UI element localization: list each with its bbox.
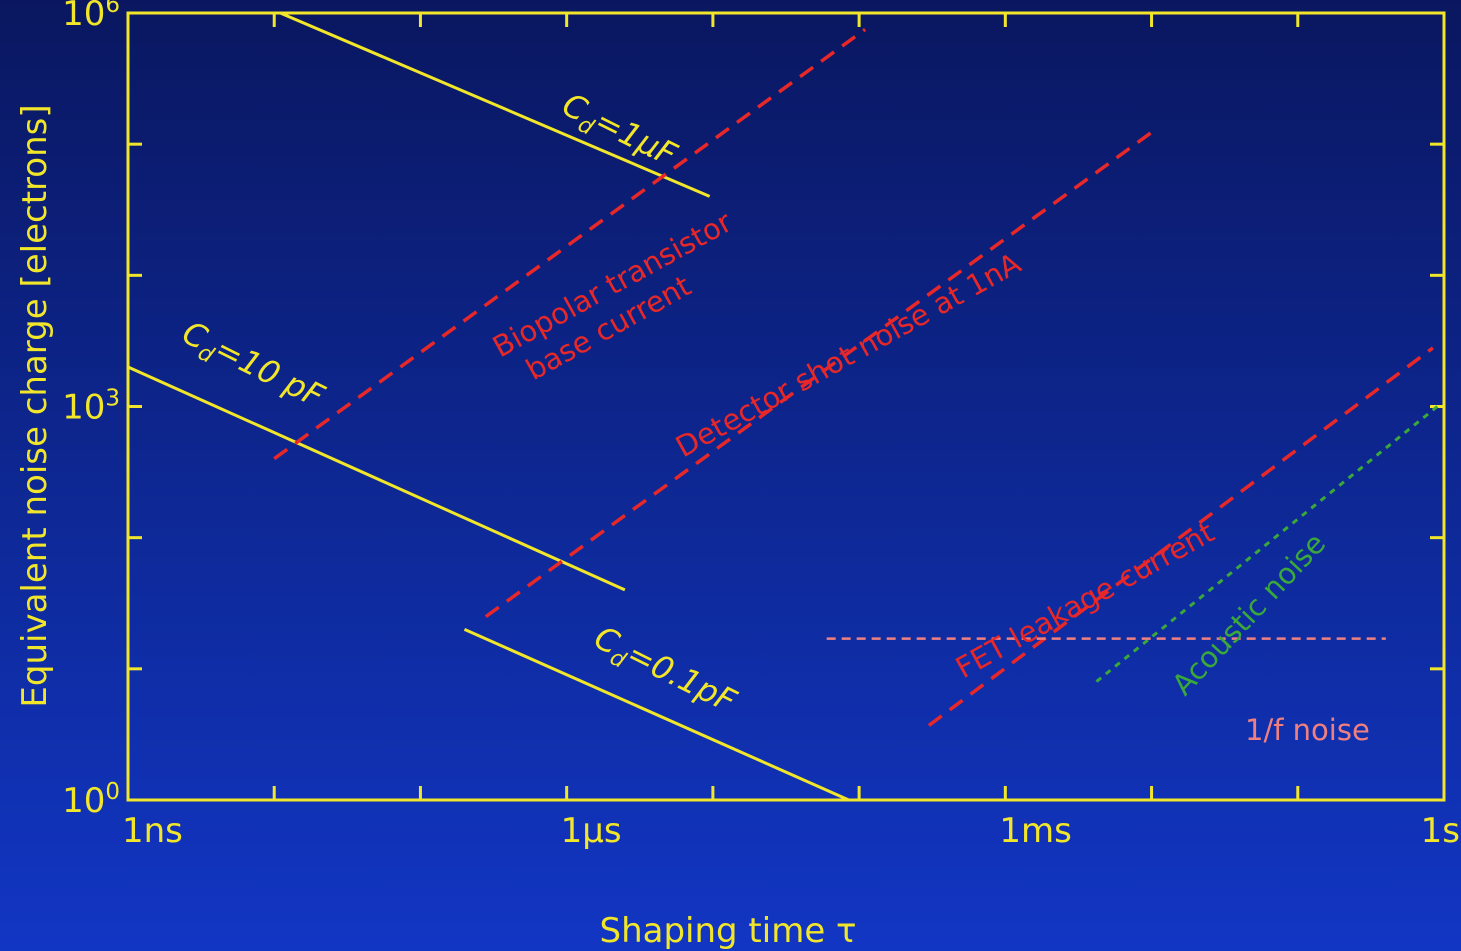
annotation-cd_01pf: Cd=0.1pF xyxy=(586,618,743,726)
x-tick-label: 1s xyxy=(1421,811,1460,851)
annotation-text: Cd=1μF xyxy=(554,85,684,179)
annotation-text: FET leakage current xyxy=(950,515,1220,685)
axis-tick-labels: 1ns 1μs 1ms 1s 100 103 106 xyxy=(62,0,1460,851)
annotation-text: Cd=0.1pF xyxy=(586,618,743,726)
annotation-cd_10pf: Cd=10 pF xyxy=(174,313,331,421)
series-annotations: Cd=1μF Cd=10 pF Cd=0.1pF Biopolar transisto… xyxy=(174,85,1370,747)
series-line-bipolar xyxy=(273,27,867,461)
series-line-cd_1uf xyxy=(279,11,711,198)
annotation-text: 1/f noise xyxy=(1245,713,1370,747)
annotation-cd_1uf: Cd=1μF xyxy=(554,85,684,179)
y-tick-label: 103 xyxy=(62,386,120,428)
series-line-acoustic xyxy=(1095,405,1439,683)
series-line-cd_10pf xyxy=(127,365,626,592)
y-tick-label: 106 xyxy=(62,0,120,34)
y-tick-label: 100 xyxy=(62,779,120,821)
x-axis-title: Shaping time τ xyxy=(599,911,856,951)
series-line-fet xyxy=(927,346,1434,727)
x-tick-label: 1μs xyxy=(561,811,622,851)
x-tick-label: 1ms xyxy=(999,811,1071,851)
x-tick-label: 1ns xyxy=(122,811,183,851)
annotation-fet: FET leakage current xyxy=(950,515,1220,685)
series-line-cd_01pf xyxy=(463,627,850,802)
annotation-text: Detector shot noise at 1nA xyxy=(670,246,1027,464)
y-axis-title: Equivalent noise charge [electrons] xyxy=(15,104,55,707)
series-lines xyxy=(127,11,1439,802)
annotation-detector: Detector shot noise at 1nA xyxy=(670,246,1027,464)
series-line-detector xyxy=(484,127,1157,619)
annotation-text: Cd=10 pF xyxy=(174,313,331,421)
annotation-one_over_f: 1/f noise xyxy=(1245,713,1370,747)
